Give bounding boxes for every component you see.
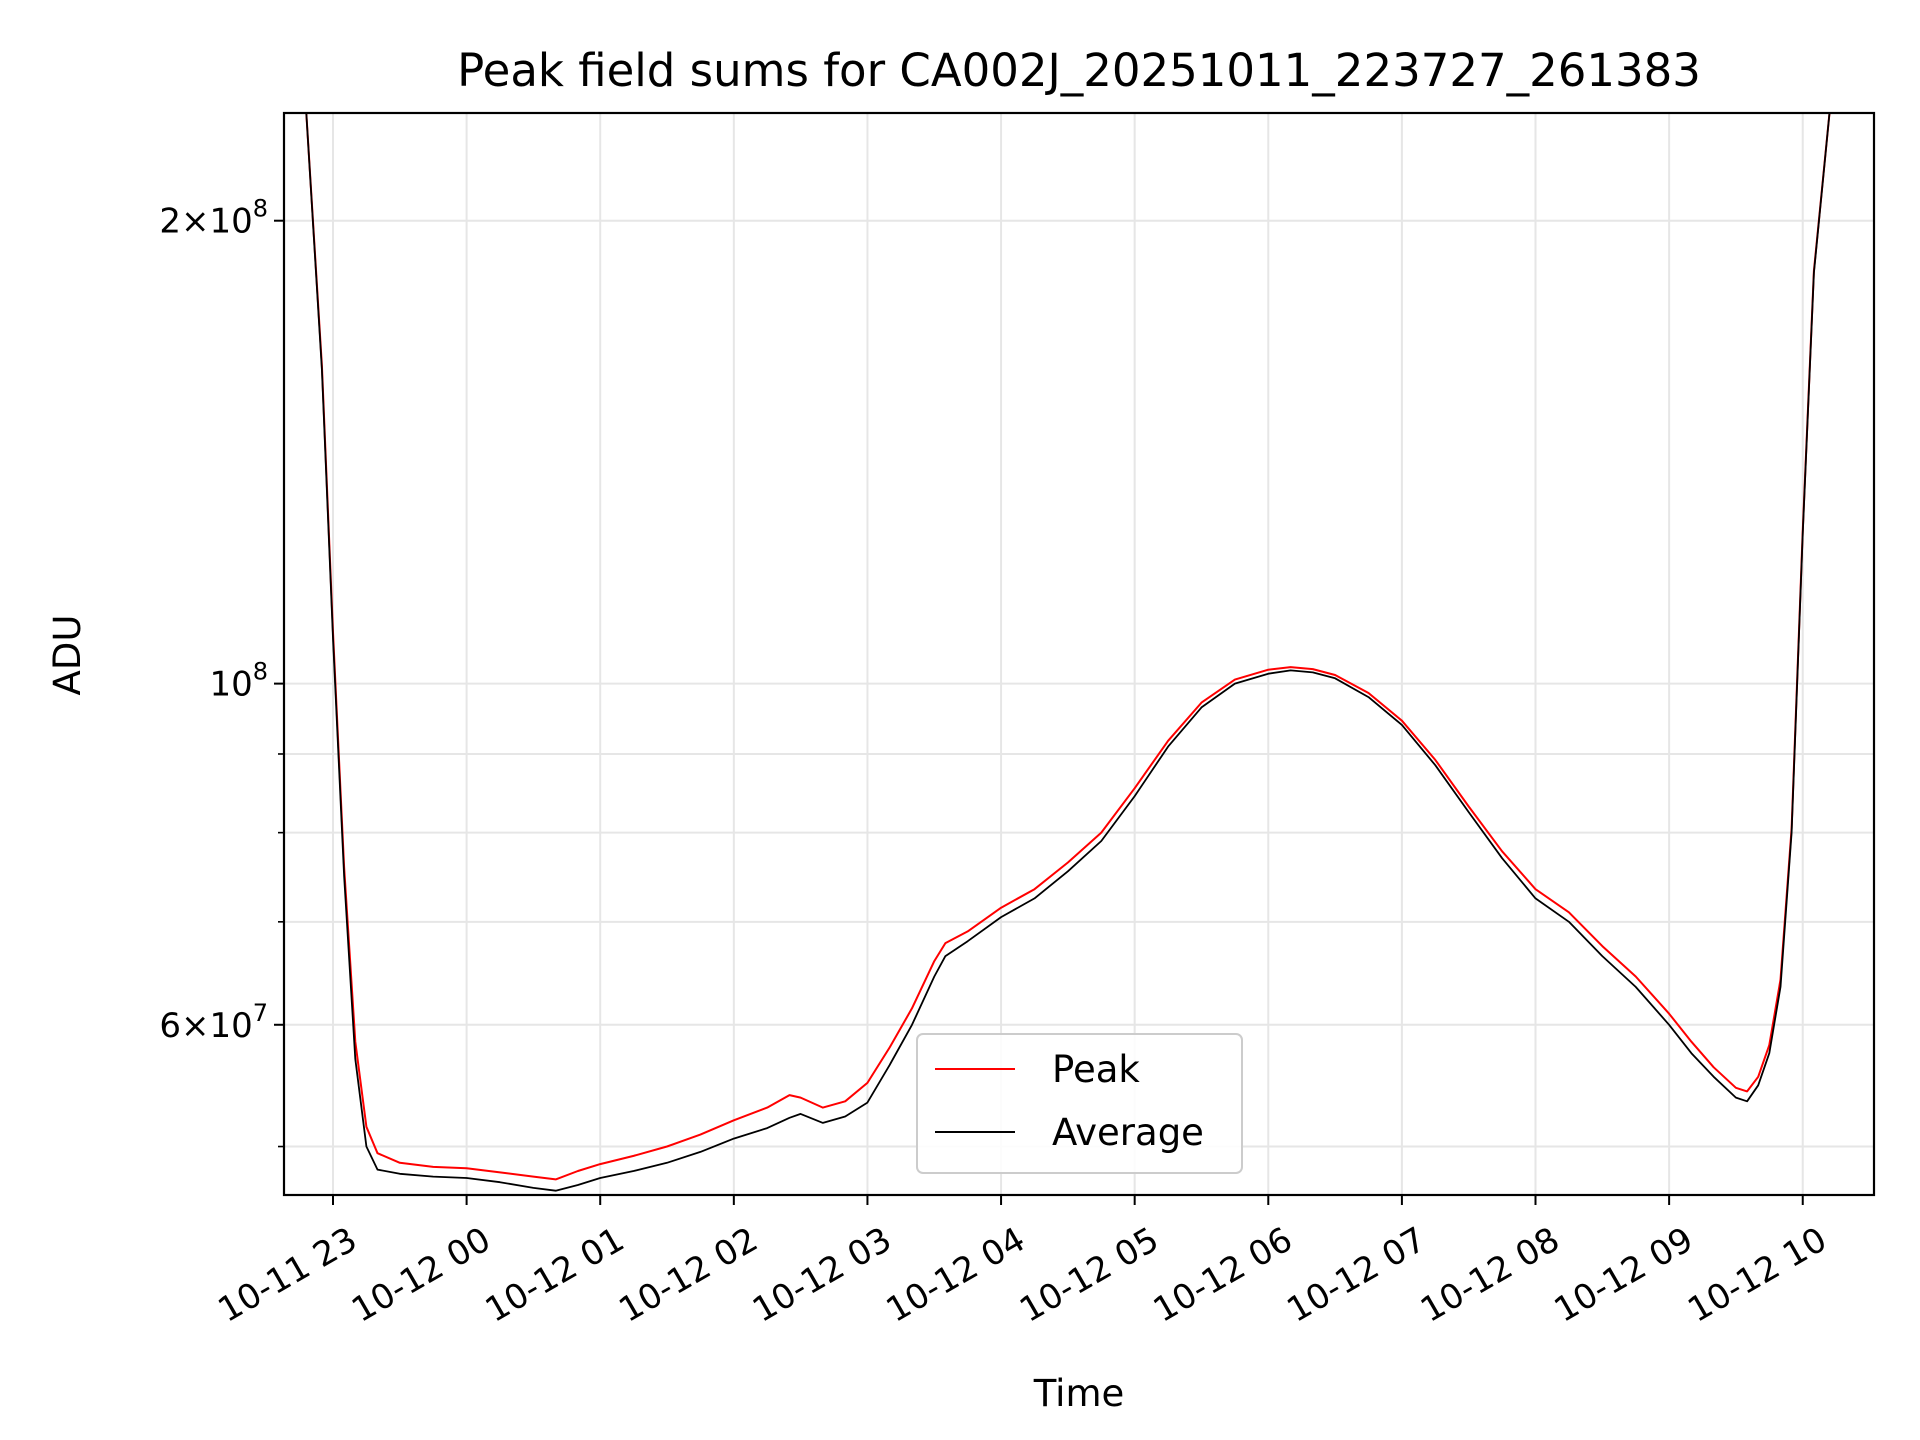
x-tick-label: 10-12 04: [880, 1220, 1032, 1331]
y-tick-exponent: 7: [253, 999, 268, 1027]
y-axis: 6×107 108 2×108: [159, 195, 284, 1148]
x-tick-label: 10-12 03: [746, 1220, 898, 1331]
y-tick-label: 2×108: [159, 195, 268, 242]
series-line-average: [284, 113, 1831, 1192]
series-layer: [284, 113, 1831, 1192]
chart-title: Peak field sums for CA002J_20251011_2237…: [457, 44, 1701, 97]
x-tick-label: 10-12 06: [1147, 1220, 1299, 1331]
x-tick-label: 10-12 08: [1414, 1220, 1566, 1331]
x-axis-label: Time: [1033, 1372, 1125, 1415]
x-tick-label: 10-11 23: [211, 1220, 363, 1331]
x-tick-label: 10-12 09: [1548, 1220, 1700, 1331]
x-tick-label: 10-12 00: [345, 1220, 497, 1331]
plot-frame: [282, 111, 1876, 1197]
grid: [284, 113, 1874, 1195]
legend: Peak Average: [916, 1033, 1243, 1174]
x-tick-label: 10-12 05: [1013, 1220, 1165, 1331]
y-tick-exponent: 8: [253, 195, 268, 223]
x-tick-label: 10-12 02: [612, 1220, 764, 1331]
x-tick-label: 10-12 01: [479, 1220, 631, 1331]
x-tick-label: 10-12 07: [1280, 1220, 1432, 1331]
y-tick-mantissa: 2: [159, 202, 181, 242]
series-line-peak: [284, 113, 1831, 1181]
y-tick-label: 6×107: [159, 999, 268, 1046]
y-tick-label: 108: [209, 658, 268, 705]
x-tick-label: 10-12 10: [1681, 1220, 1833, 1331]
y-tick-mantissa: 6: [159, 1006, 181, 1046]
legend-label-average: Average: [1052, 1111, 1204, 1154]
legend-label-peak: Peak: [1052, 1048, 1140, 1091]
y-axis-label: ADU: [46, 615, 89, 696]
y-tick-exponent: 8: [253, 658, 268, 686]
